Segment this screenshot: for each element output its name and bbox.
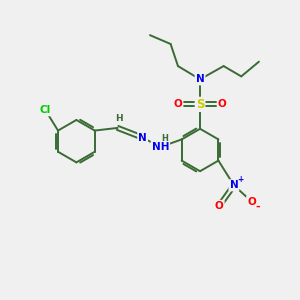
Text: +: +: [237, 175, 244, 184]
Text: -: -: [256, 202, 260, 212]
Text: H: H: [115, 114, 123, 123]
Text: N: N: [230, 180, 238, 190]
Text: O: O: [174, 99, 182, 110]
Text: N: N: [138, 133, 147, 142]
Text: Cl: Cl: [40, 105, 51, 115]
Text: N: N: [196, 74, 204, 84]
Text: S: S: [196, 98, 204, 111]
Text: O: O: [218, 99, 226, 110]
Text: O: O: [215, 201, 224, 211]
Text: O: O: [247, 196, 256, 206]
Text: H: H: [161, 134, 168, 143]
Text: NH: NH: [152, 142, 169, 152]
